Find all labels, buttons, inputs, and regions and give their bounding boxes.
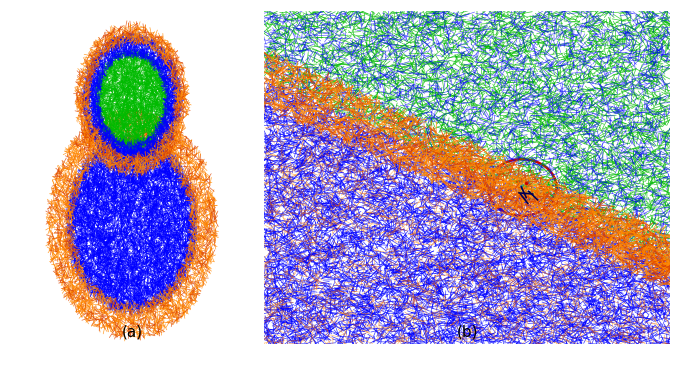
Text: (a): (a) bbox=[121, 324, 143, 339]
Text: (b): (b) bbox=[456, 324, 478, 339]
